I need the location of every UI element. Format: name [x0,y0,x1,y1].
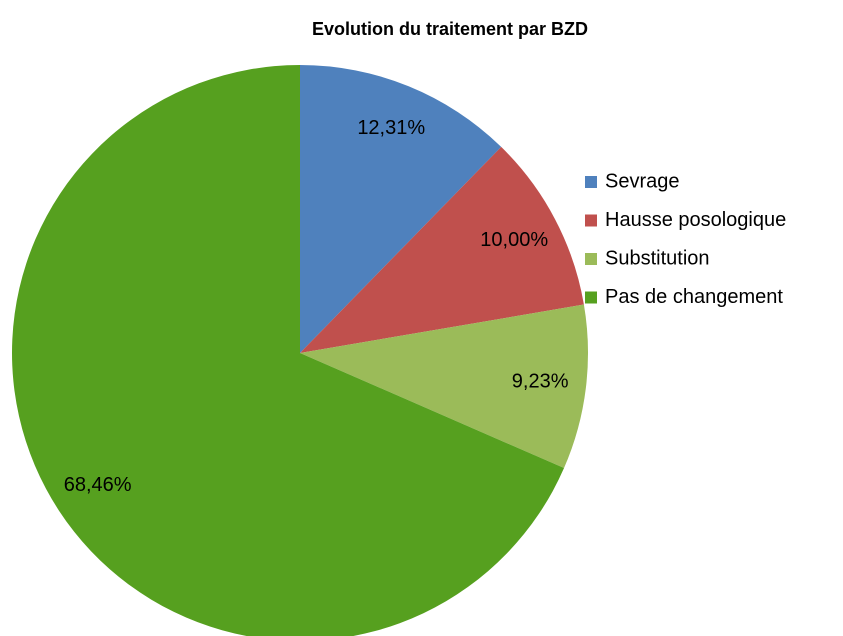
legend-label: Substitution [605,247,710,269]
data-label: 10,00% [480,229,548,251]
legend-label: Hausse posologique [605,209,786,231]
data-label: 9,23% [512,370,569,392]
pie-slice [300,304,588,469]
legend-label: Sevrage [605,170,680,192]
legend-swatch [585,291,597,304]
legend-swatch [585,214,597,227]
data-label: 68,46% [64,474,132,496]
chart-title: Evolution du traitement par BZD [312,19,588,39]
data-label: 12,31% [357,117,425,139]
legend-label: Pas de changement [605,286,783,308]
legend-swatch [585,253,597,265]
legend-swatch [585,176,597,188]
pie-slice [300,146,584,353]
pie-slice [12,65,565,636]
pie-slice [300,65,502,353]
